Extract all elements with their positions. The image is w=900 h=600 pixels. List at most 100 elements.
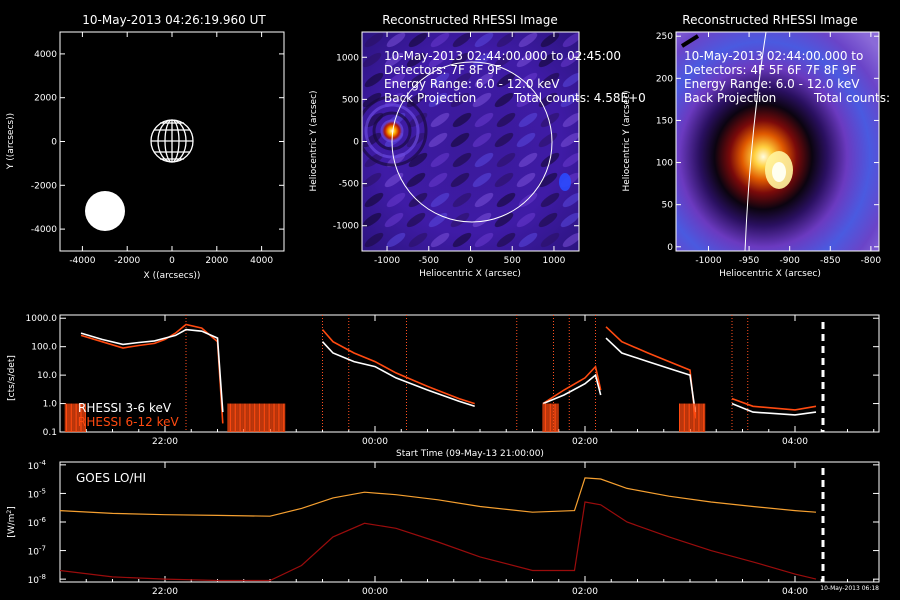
- fringe-blob: [341, 110, 364, 129]
- fringe-blob: [538, 92, 558, 108]
- disk-xtick-label: -2000: [114, 256, 140, 266]
- fringe-blob: [516, 132, 536, 148]
- fringe-blob: [408, 232, 428, 248]
- fringe-blob: [494, 172, 514, 188]
- fringe-blob: [560, 92, 579, 108]
- fringe-blob: [341, 190, 364, 209]
- fringe-blob: [540, 112, 560, 128]
- goes-ytick-label: 10-8: [28, 573, 46, 586]
- rhessi1-fringes: [319, 10, 648, 269]
- fringe-blob: [518, 72, 538, 88]
- fringe-blob: [472, 92, 492, 108]
- fringe-blob: [496, 192, 516, 208]
- fringe-blob: [518, 112, 538, 128]
- goes-legend: GOES LO/HI: [76, 471, 146, 485]
- fringe-blob: [386, 32, 406, 48]
- fringe-blob: [452, 192, 472, 208]
- fringe-blob: [364, 232, 384, 248]
- disk-ylabel: Y ((arcsecs)): [6, 113, 16, 170]
- fringe-blob: [562, 192, 579, 208]
- fringe-blob: [494, 212, 514, 228]
- goes-axes: 10-4 10-5 10-6 10-7 10-8 22:00 00:00 02:00 04:00: [28, 459, 879, 597]
- fringe-blob: [428, 172, 448, 188]
- lc-xtick-label: 22:00: [152, 437, 178, 447]
- rh2-xtick-label: -850: [820, 256, 841, 266]
- lightcurve-attenuator-bars: [64, 403, 706, 432]
- lightcurve-series: [80, 323, 817, 424]
- rhessi2-title: Reconstructed RHESSI Image: [682, 13, 857, 27]
- fringe-blob: [339, 10, 362, 29]
- disk-xtick-label: 0: [169, 256, 175, 266]
- lc-series-line: [542, 364, 602, 405]
- rh1-xtick-label: -1000: [374, 256, 400, 266]
- fringe-blob: [625, 50, 648, 69]
- fringe-blob: [583, 190, 606, 209]
- goes-ylabel: [W/m2]: [6, 506, 17, 538]
- fringe-blob: [386, 192, 406, 208]
- fringe-blob: [386, 232, 406, 248]
- fringe-blob: [408, 152, 428, 168]
- fringe-blob: [452, 72, 472, 88]
- lightcurve-xlabel: Start Time (09-May-13 21:00:00): [396, 449, 544, 459]
- fringe-blob: [450, 92, 470, 108]
- fringe-blob: [562, 152, 579, 168]
- rh1-xtick-label: 0: [468, 256, 474, 266]
- fringe-blob: [605, 70, 628, 89]
- fringe-blob: [516, 172, 536, 188]
- spacecraft-disk: [85, 191, 125, 231]
- fringe-blob: [386, 72, 406, 88]
- disk-ytick-label: -4000: [31, 225, 57, 235]
- fringe-blob: [319, 150, 342, 169]
- fringe-blob: [472, 132, 492, 148]
- fringe-blob: [430, 32, 450, 48]
- rhessi-image-1: Reconstructed RHESSI Image -1000 -500 0 500…: [309, 10, 648, 279]
- fringe-blob: [406, 172, 426, 188]
- fringe-blob: [472, 52, 492, 68]
- fringe-blob: [471, 250, 494, 269]
- fringe-blob: [559, 10, 582, 29]
- fringe-blob: [625, 10, 648, 29]
- goes-xtick-label: 00:00: [362, 587, 388, 597]
- disk-ytick-label: 4000: [34, 50, 57, 60]
- rhessi1-energy: Energy Range: 6.0 - 12.0 keV: [384, 77, 560, 91]
- fringe-blob: [605, 190, 628, 209]
- sun-globe: [150, 119, 194, 163]
- fringe-blob: [560, 52, 579, 68]
- fringe-blob: [603, 250, 626, 269]
- disk-xtick-label: -4000: [69, 256, 95, 266]
- fringe-blob: [428, 132, 448, 148]
- fringe-blob: [474, 72, 494, 88]
- fringe-blob: [583, 150, 606, 169]
- lightcurve-frame: [59, 314, 880, 433]
- disk-ytick-label: 2000: [34, 94, 57, 104]
- fringe-blob: [430, 232, 450, 248]
- lc-xtick-label: 04:00: [782, 437, 808, 447]
- goes-ytick-label: 10-6: [28, 516, 47, 529]
- goes-series-line: [60, 477, 817, 517]
- rh2-ytick-label: 50: [662, 201, 674, 211]
- rh2-ytick-label: 250: [656, 32, 673, 42]
- fringe-blob: [362, 132, 382, 148]
- rh1-xtick-label: -500: [419, 256, 440, 266]
- rhessi1-source: [382, 121, 402, 141]
- rh1-ytick-label: 1000: [336, 53, 359, 63]
- fringe-blob: [341, 70, 364, 89]
- lc-series-line: [321, 329, 475, 405]
- fringe-blob: [362, 172, 382, 188]
- plot-timestamp: 10-May-2013 06:18: [820, 585, 879, 592]
- fringe-blob: [384, 52, 404, 68]
- rhessi-lightcurve: 1000.0 100.0 10.0 1.0 0.1 22:00 00:00 02:00 04:0…: [7, 314, 880, 459]
- goes-ytick-label: 10-5: [28, 487, 46, 500]
- fringe-blob: [474, 192, 494, 208]
- rh1-ytick-label: -500: [339, 180, 360, 190]
- fringe-blob: [583, 30, 606, 49]
- rhessi2-black-mark: [680, 34, 700, 48]
- rh2-ytick-label: 100: [656, 159, 673, 169]
- fringe-blob: [583, 70, 606, 89]
- rhessi2-time: 10-May-2013 02:44:00.000 to: [684, 49, 863, 63]
- fringe-blob: [452, 112, 472, 128]
- fringe-blob: [518, 32, 538, 48]
- rhessi2-info: 10-May-2013 02:44:00.000 to Detectors: 4…: [684, 49, 890, 105]
- fringe-blob: [406, 212, 426, 228]
